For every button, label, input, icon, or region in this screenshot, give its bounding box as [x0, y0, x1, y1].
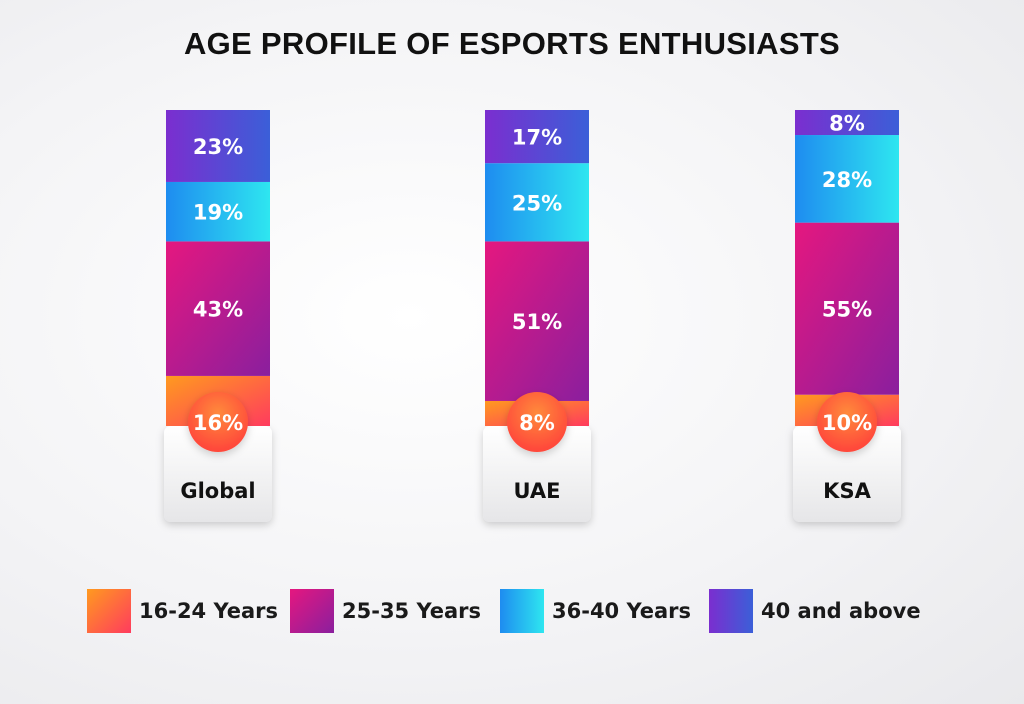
category-label: KSA	[823, 479, 871, 503]
bar-segment-25-35-years	[795, 222, 899, 395]
legend-swatch	[709, 589, 753, 633]
value-badge-circle	[188, 392, 248, 452]
legend-item-16-24: 16-24 Years	[87, 589, 278, 633]
data-label: 43%	[193, 298, 243, 322]
bar-segment-25-35-years	[166, 241, 270, 376]
category-label: Global	[180, 479, 255, 503]
legend-swatch	[500, 589, 544, 633]
bar-segment-25-35-years	[485, 241, 589, 401]
data-label: 10%	[822, 411, 872, 435]
bar-segment-36-40-years	[485, 163, 589, 242]
bar-base-panel	[793, 426, 901, 522]
legend-swatch	[290, 589, 334, 633]
stacked-bar-chart: 16% 43% 19% 23% Global 8% 51% 25% 17% UAE 10% 55% 28…	[164, 110, 901, 522]
category-label: UAE	[513, 479, 560, 503]
data-label: 55%	[822, 298, 872, 322]
bar-segment-40-and-above	[166, 110, 270, 182]
data-label: 51%	[512, 310, 562, 334]
data-label: 28%	[822, 168, 872, 192]
data-label: 8%	[519, 411, 555, 435]
legend-label: 16-24 Years	[139, 599, 279, 623]
legend: 16-24 Years 25-35 Years 36-40 Years 40 a…	[0, 589, 1024, 633]
legend-label: 36-40 Years	[552, 599, 692, 623]
value-badge-circle	[507, 392, 567, 452]
bar-segment-40-and-above	[795, 110, 899, 136]
bar-segment-36-40-years	[795, 135, 899, 223]
bar-segment-40-and-above	[485, 110, 589, 164]
legend-label: 25-35 Years	[342, 599, 482, 623]
legend-item-25-35: 25-35 Years	[290, 589, 481, 633]
data-label: 17%	[512, 126, 562, 150]
chart-title: AGE PROFILE OF ESPORTS ENTHUSIASTS	[183, 26, 841, 61]
bar-base-panel	[164, 426, 272, 522]
data-label: 23%	[193, 135, 243, 159]
data-label: 19%	[193, 201, 243, 225]
data-label: 16%	[193, 411, 243, 435]
value-badge-circle	[817, 392, 877, 452]
bar-segment-36-40-years	[166, 181, 270, 242]
legend-item-36-40: 36-40 Years	[500, 589, 691, 633]
data-label: 8%	[829, 112, 865, 136]
legend-label: 40 and above	[761, 599, 921, 623]
data-label: 25%	[512, 191, 562, 215]
legend-swatch	[87, 589, 131, 633]
legend-item-40-above: 40 and above	[709, 589, 921, 633]
bar-base-panel	[483, 426, 591, 522]
